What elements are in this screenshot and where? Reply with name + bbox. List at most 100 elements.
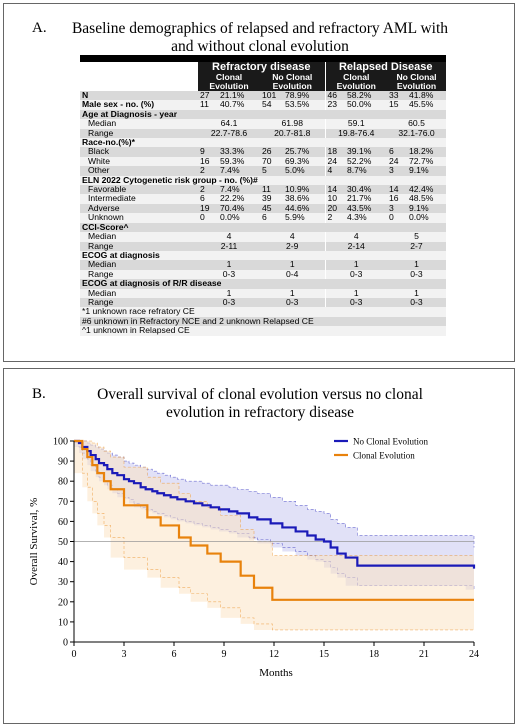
- table-row: Range 0-3 0-3 0-3 0-3: [80, 298, 446, 307]
- table-row: Range 22.7-78.6 20.7-81.8 19.8-76.4 32.1-76.…: [80, 129, 446, 138]
- value-cell: 2-11: [198, 242, 260, 251]
- value-cell: 20.7-81.8: [260, 129, 325, 138]
- percent-cell: 8.7%: [345, 166, 387, 175]
- count-cell: 46: [325, 91, 345, 100]
- count-cell: 54: [260, 100, 283, 109]
- table-row: Other 2 7.4% 5 5.0% 4 8.7% 3 9.1%: [80, 166, 446, 175]
- sub-header-relapsed-ce: Clonal Evolution: [325, 73, 387, 91]
- count-cell: 3: [387, 204, 407, 213]
- panel-a-title: Baseline demographics of relapsed and re…: [70, 20, 450, 56]
- section-label: ECOG at diagnosis: [80, 251, 446, 260]
- value-cell: 4: [260, 232, 325, 241]
- percent-cell: 70.4%: [218, 204, 260, 213]
- x-tick-label: 6: [172, 649, 177, 660]
- percent-cell: 10.9%: [283, 185, 325, 194]
- row-label: Intermediate: [80, 194, 198, 203]
- count-cell: 19: [198, 204, 218, 213]
- row-label: Adverse: [80, 204, 198, 213]
- x-tick-label: 21: [419, 649, 429, 660]
- count-cell: 20: [325, 204, 345, 213]
- value-cell: 0-3: [260, 298, 325, 307]
- percent-cell: 52.2%: [345, 157, 387, 166]
- value-cell: 0-4: [260, 270, 325, 279]
- row-label: Range: [80, 129, 198, 138]
- value-cell: 1: [260, 260, 325, 269]
- percent-cell: 78.9%: [283, 91, 325, 100]
- panel-a-letter: A.: [32, 20, 47, 37]
- y-tick-label: 90: [58, 457, 68, 468]
- count-cell: 9: [198, 147, 218, 156]
- value-cell: 1: [325, 289, 387, 298]
- table-row: Age at Diagnosis - year: [80, 110, 446, 119]
- percent-cell: 53.5%: [283, 100, 325, 109]
- percent-cell: 69.3%: [283, 157, 325, 166]
- row-label: Median: [80, 289, 198, 298]
- table-group-header: Refractory disease Relapsed Disease: [80, 62, 446, 73]
- count-cell: 24: [387, 157, 407, 166]
- table-header-bar: [80, 55, 446, 62]
- count-cell: 11: [260, 185, 283, 194]
- y-tick-label: 40: [58, 557, 68, 568]
- count-cell: 18: [325, 147, 345, 156]
- count-cell: 23: [325, 100, 345, 109]
- value-cell: 0-3: [387, 270, 446, 279]
- value-cell: 19.8-76.4: [325, 129, 387, 138]
- x-axis-label: Months: [259, 667, 293, 679]
- x-tick-label: 18: [369, 649, 379, 660]
- y-axis-label: Overall Survival, %: [28, 498, 40, 586]
- value-cell: 1: [387, 260, 446, 269]
- table-row: Black 9 33.3% 26 25.7% 18 39.1% 6 18.2%: [80, 147, 446, 156]
- value-cell: 61.98: [260, 119, 325, 128]
- value-cell: 22.7-78.6: [198, 129, 260, 138]
- table-row: ELN 2022 Cytogenetic risk group - no. (%…: [80, 176, 446, 185]
- count-cell: 3: [387, 166, 407, 175]
- x-tick-label: 15: [319, 649, 329, 660]
- row-label: Black: [80, 147, 198, 156]
- value-cell: 4: [325, 232, 387, 241]
- table-row: Race-no.(%)*: [80, 138, 446, 147]
- table-row: Median 64.1 61.98 59.1 60.5: [80, 119, 446, 128]
- sub-header-relapsed-nce: No Clonal Evolution: [387, 73, 446, 91]
- percent-cell: 59.3%: [218, 157, 260, 166]
- table-row: Male sex - no. (%) 11 40.7% 54 53.5% 23 50.0% 1…: [80, 100, 446, 109]
- percent-cell: 4.3%: [345, 213, 387, 222]
- row-label: Median: [80, 260, 198, 269]
- count-cell: 70: [260, 157, 283, 166]
- table-row: Range 2-11 2-9 2-14 2-7: [80, 242, 446, 251]
- table-row: Unknown 0 0.0% 6 5.9% 2 4.3% 0 0.0%: [80, 213, 446, 222]
- count-cell: 15: [387, 100, 407, 109]
- count-cell: 39: [260, 194, 283, 203]
- value-cell: 0-3: [198, 270, 260, 279]
- count-cell: 33: [387, 91, 407, 100]
- count-cell: 0: [198, 213, 218, 222]
- value-cell: 5: [387, 232, 446, 241]
- table-row: ECOG at diagnosis of R/R disease: [80, 279, 446, 288]
- y-tick-label: 100: [53, 437, 68, 448]
- count-cell: 101: [260, 91, 283, 100]
- section-label: ECOG at diagnosis of R/R disease: [80, 279, 446, 288]
- percent-cell: 50.0%: [345, 100, 387, 109]
- group-header-refractory: Refractory disease: [198, 62, 325, 73]
- value-cell: 1: [198, 260, 260, 269]
- count-cell: 27: [198, 91, 218, 100]
- table-row: CCI-Score^: [80, 223, 446, 232]
- footnote: ^1 unknown in Relapsed CE: [80, 326, 446, 335]
- percent-cell: 48.5%: [407, 194, 446, 203]
- table-row: Median 1 1 1 1: [80, 289, 446, 298]
- y-tick-label: 70: [58, 497, 68, 508]
- table-row: Favorable 2 7.4% 11 10.9% 14 30.4% 14 42.4%: [80, 185, 446, 194]
- table-row: White 16 59.3% 70 69.3% 24 52.2% 24 72.7%: [80, 157, 446, 166]
- row-label: Median: [80, 232, 198, 241]
- count-cell: 2: [198, 185, 218, 194]
- row-label: Other: [80, 166, 198, 175]
- y-tick-label: 10: [58, 617, 68, 628]
- y-tick-label: 30: [58, 577, 68, 588]
- table-sub-header: Clonal Evolution No Clonal Evolution Clo…: [80, 73, 446, 91]
- count-cell: 16: [198, 157, 218, 166]
- row-label: Range: [80, 270, 198, 279]
- y-tick-label: 50: [58, 537, 68, 548]
- row-label: Male sex - no. (%): [80, 100, 198, 109]
- count-cell: 5: [260, 166, 283, 175]
- percent-cell: 7.4%: [218, 185, 260, 194]
- table-row: Intermediate 6 22.2% 39 38.6% 10 21.7% 16 48.5%: [80, 194, 446, 203]
